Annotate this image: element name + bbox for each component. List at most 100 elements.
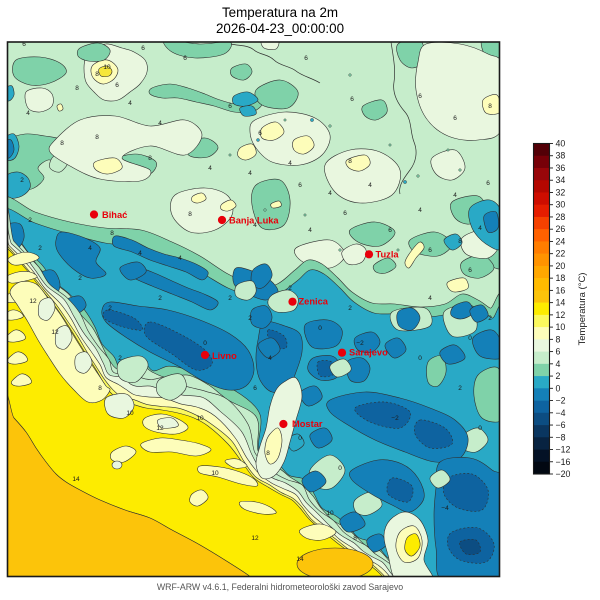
svg-text:14: 14 [556, 298, 566, 308]
svg-text:0: 0 [203, 340, 207, 347]
svg-text:8: 8 [556, 334, 561, 344]
svg-text:38: 38 [556, 151, 566, 161]
svg-text:0: 0 [418, 355, 422, 362]
svg-text:6: 6 [228, 103, 232, 110]
svg-text:2: 2 [288, 285, 292, 292]
svg-text:6: 6 [428, 247, 432, 254]
svg-text:4: 4 [158, 120, 162, 127]
svg-text:10: 10 [326, 510, 334, 517]
svg-text:6: 6 [22, 41, 26, 48]
svg-text:40: 40 [556, 139, 566, 149]
svg-text:Temperatura (°C): Temperatura (°C) [577, 273, 588, 346]
svg-text:Livno: Livno [212, 351, 237, 361]
svg-text:Zenica: Zenica [299, 297, 329, 307]
svg-text:8: 8 [188, 211, 192, 218]
svg-text:4: 4 [268, 355, 272, 362]
svg-text:2: 2 [28, 217, 32, 224]
svg-text:−20: −20 [556, 469, 571, 479]
svg-text:6: 6 [486, 180, 490, 187]
svg-text:6: 6 [115, 82, 119, 89]
svg-text:18: 18 [556, 273, 566, 283]
svg-text:4: 4 [26, 110, 30, 117]
svg-text:4: 4 [288, 160, 292, 167]
svg-text:6: 6 [304, 55, 308, 62]
svg-text:0: 0 [468, 335, 472, 342]
svg-text:0: 0 [478, 425, 482, 432]
svg-text:10: 10 [556, 322, 566, 332]
svg-text:WRF-ARW v4.6.1, Federalni hidr: WRF-ARW v4.6.1, Federalni hidrometeorolo… [157, 582, 403, 592]
svg-text:8: 8 [95, 134, 99, 141]
svg-text:12: 12 [29, 298, 37, 305]
svg-text:2: 2 [78, 275, 82, 282]
svg-text:34: 34 [556, 175, 566, 185]
svg-text:−12: −12 [556, 445, 571, 455]
svg-text:12: 12 [51, 329, 59, 336]
svg-text:2: 2 [118, 355, 122, 362]
svg-text:Temperatura na 2m: Temperatura na 2m [222, 5, 338, 20]
svg-text:6: 6 [183, 55, 187, 62]
svg-text:2: 2 [488, 315, 492, 322]
svg-text:Bihać: Bihać [102, 210, 127, 220]
svg-text:12: 12 [156, 425, 164, 432]
svg-text:8: 8 [75, 85, 79, 92]
svg-text:2: 2 [38, 245, 42, 252]
svg-text:−4: −4 [556, 408, 566, 418]
svg-text:8: 8 [98, 385, 102, 392]
svg-text:8: 8 [488, 103, 492, 110]
svg-text:2: 2 [556, 371, 561, 381]
svg-text:4: 4 [328, 190, 332, 197]
svg-text:2: 2 [248, 315, 252, 322]
svg-text:4: 4 [556, 359, 561, 369]
svg-text:Sarajevo: Sarajevo [349, 348, 388, 358]
svg-text:10: 10 [126, 410, 134, 417]
svg-text:0: 0 [556, 383, 561, 393]
svg-text:Tuzla: Tuzla [376, 249, 400, 259]
svg-text:−2: −2 [556, 396, 566, 406]
svg-text:6: 6 [258, 130, 262, 137]
svg-text:4: 4 [178, 255, 182, 262]
svg-text:6: 6 [556, 347, 561, 357]
svg-text:10: 10 [103, 64, 111, 71]
svg-text:2: 2 [458, 385, 462, 392]
svg-text:12: 12 [556, 310, 566, 320]
svg-text:Banja Luka: Banja Luka [229, 216, 279, 226]
svg-text:2: 2 [108, 305, 112, 312]
svg-text:−6: −6 [556, 420, 566, 430]
svg-text:4: 4 [248, 170, 252, 177]
svg-text:0: 0 [338, 465, 342, 472]
svg-text:4: 4 [478, 225, 482, 232]
svg-text:6: 6 [388, 227, 392, 234]
svg-text:14: 14 [72, 476, 80, 483]
svg-text:4: 4 [428, 295, 432, 302]
svg-text:0: 0 [298, 435, 302, 442]
svg-text:4: 4 [308, 227, 312, 234]
svg-text:8: 8 [95, 71, 99, 78]
svg-text:4: 4 [138, 250, 142, 257]
svg-text:6: 6 [350, 96, 354, 103]
svg-text:−4: −4 [441, 505, 449, 512]
svg-text:32: 32 [556, 187, 566, 197]
svg-text:36: 36 [556, 163, 566, 173]
svg-text:−8: −8 [556, 432, 566, 442]
svg-text:6: 6 [453, 115, 457, 122]
svg-text:4: 4 [88, 245, 92, 252]
svg-text:6: 6 [468, 267, 472, 274]
svg-text:6: 6 [343, 210, 347, 217]
svg-text:8: 8 [458, 238, 462, 245]
svg-text:12: 12 [251, 535, 259, 542]
svg-text:30: 30 [556, 200, 566, 210]
svg-text:4: 4 [453, 192, 457, 199]
svg-text:8: 8 [266, 450, 270, 457]
svg-text:26: 26 [556, 224, 566, 234]
svg-text:28: 28 [556, 212, 566, 222]
svg-text:4: 4 [253, 222, 257, 229]
svg-text:8: 8 [353, 535, 357, 542]
svg-text:24: 24 [556, 236, 566, 246]
svg-text:2: 2 [20, 177, 24, 184]
svg-text:22: 22 [556, 249, 566, 259]
svg-text:2: 2 [228, 295, 232, 302]
svg-text:4: 4 [208, 165, 212, 172]
svg-text:10: 10 [196, 415, 204, 422]
svg-text:4: 4 [368, 182, 372, 189]
svg-text:−2: −2 [356, 340, 364, 347]
